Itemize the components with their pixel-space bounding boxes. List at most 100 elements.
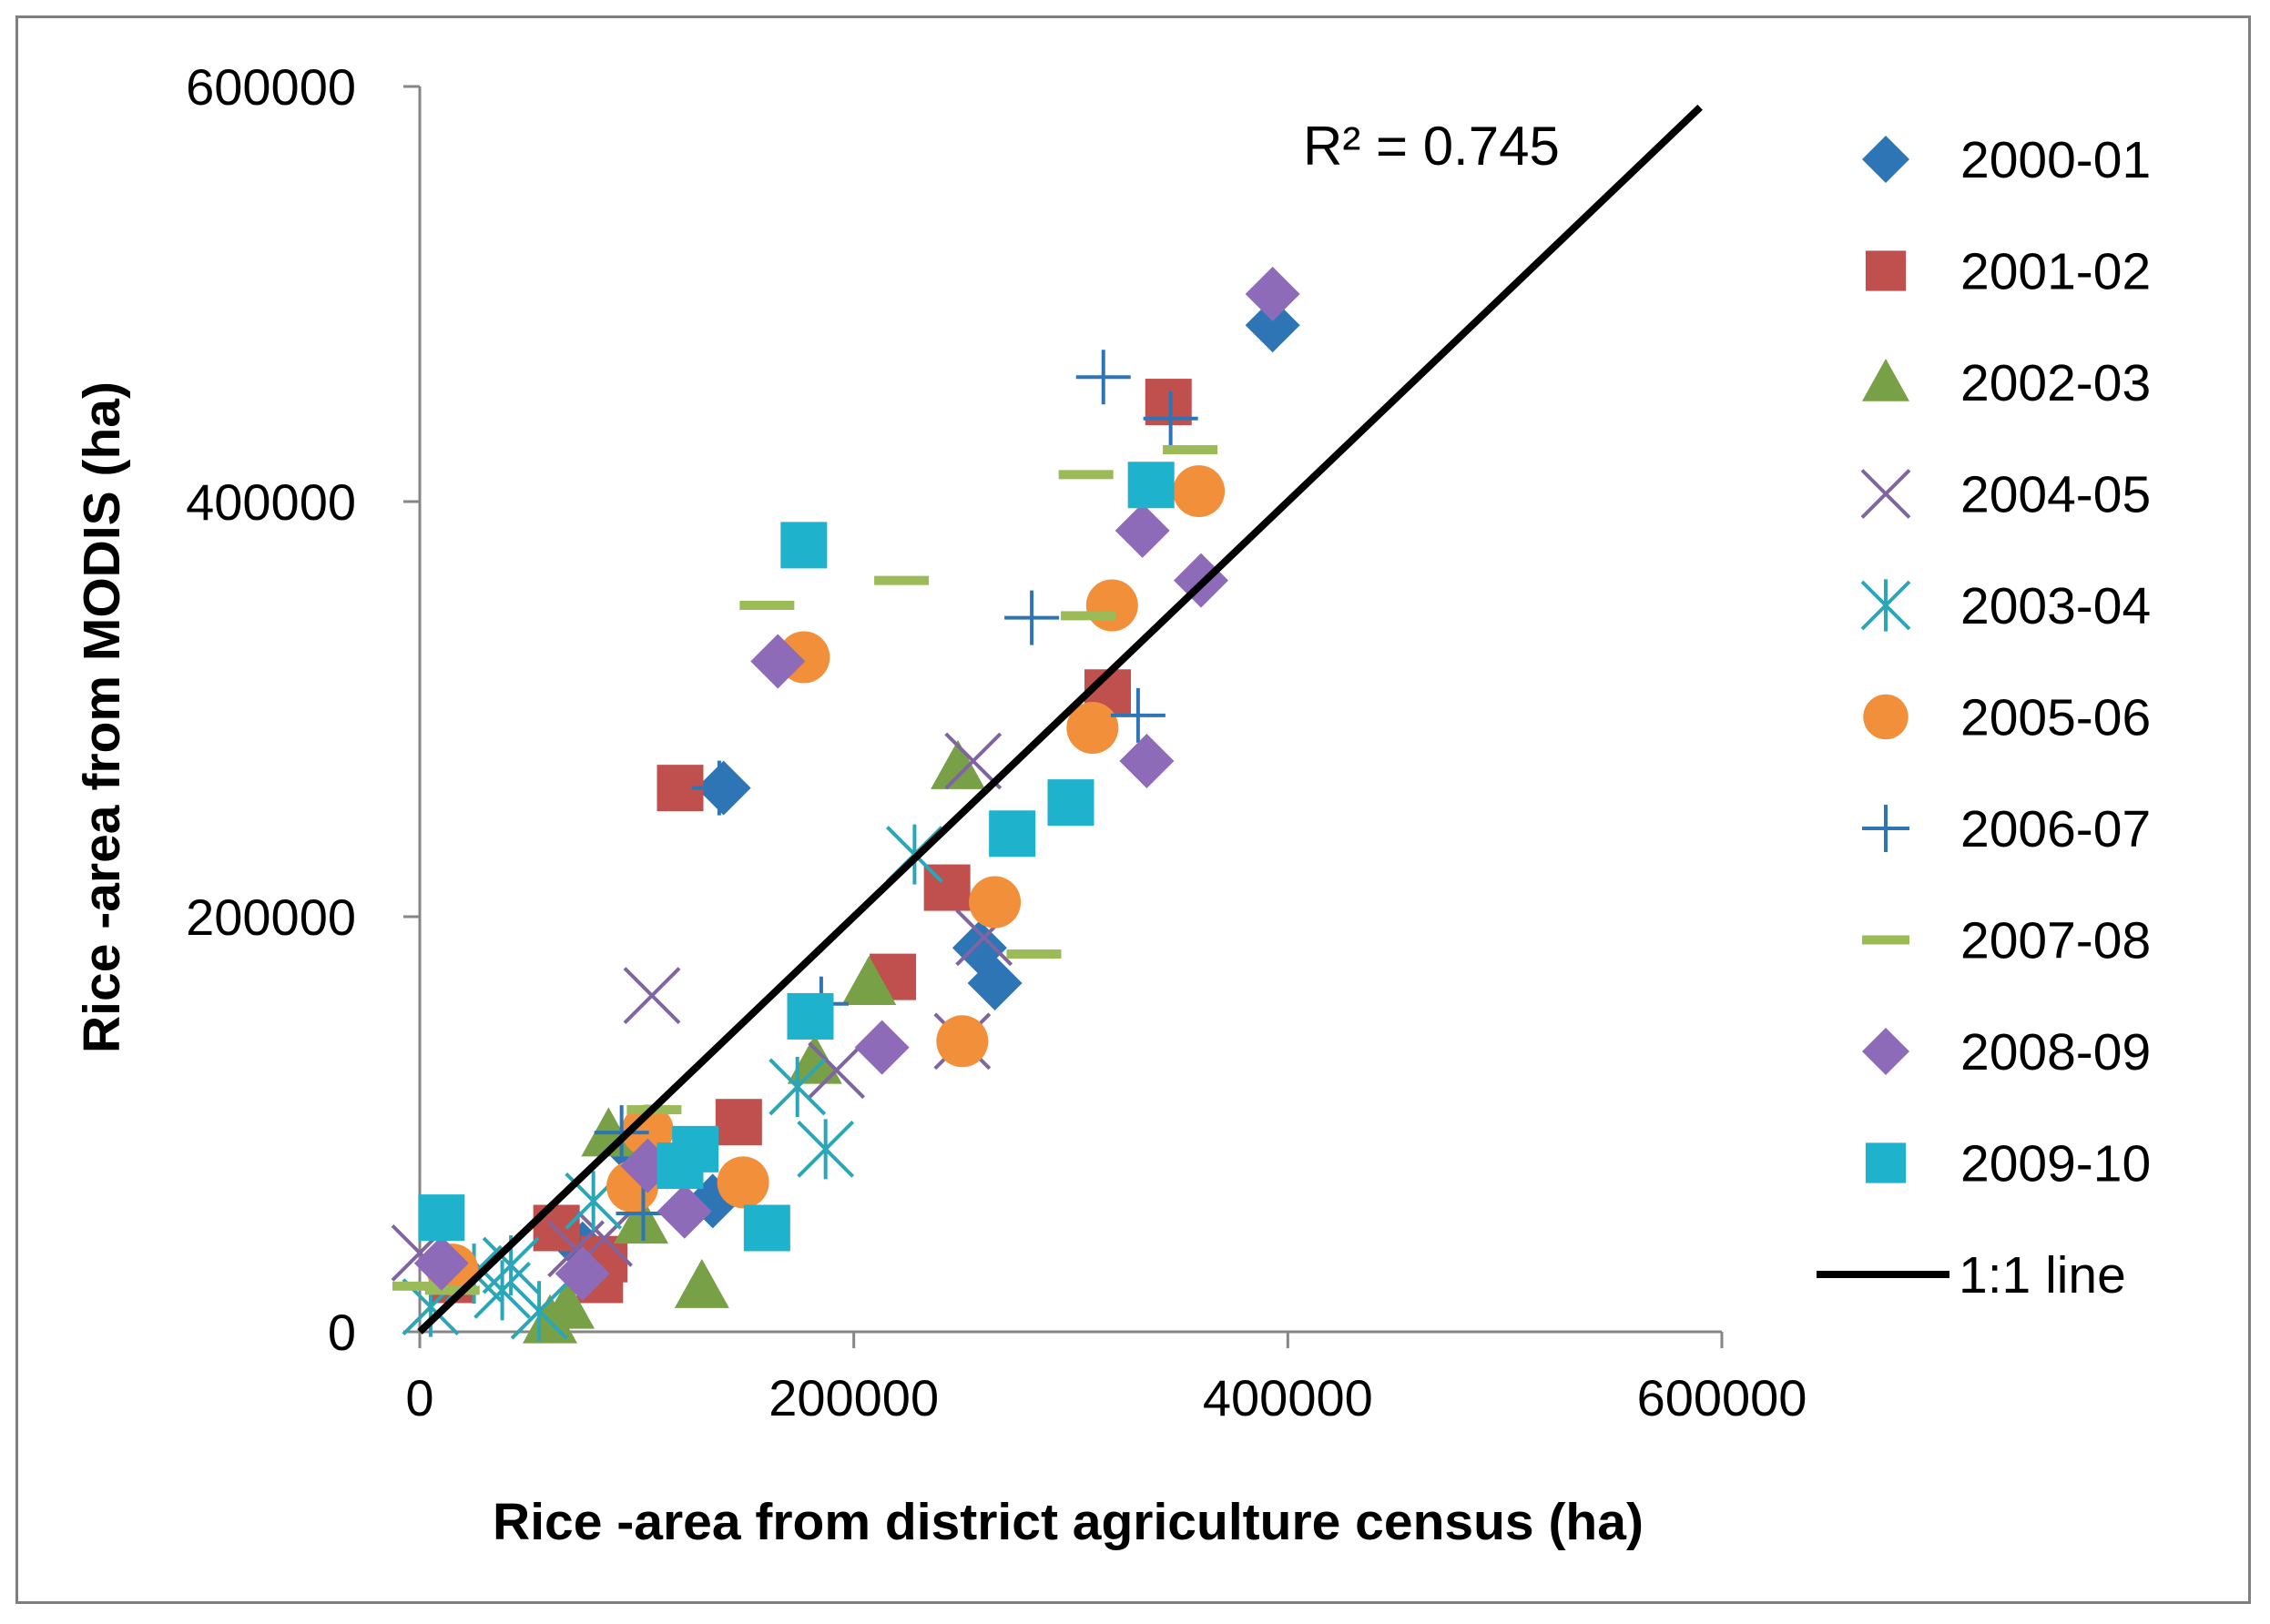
legend-label: 2000-01 — [1960, 131, 2151, 189]
chart-frame: 0 200000 400000 600000 0 200000 400000 600000 R… — [15, 15, 2251, 1604]
data-point — [691, 760, 747, 816]
legend-label: 2002-03 — [1960, 354, 2151, 412]
legend-marker — [1860, 469, 1911, 519]
data-point — [1047, 779, 1094, 827]
legend-marker — [1863, 694, 1909, 740]
data-point — [424, 1285, 480, 1295]
data-point — [623, 967, 681, 1025]
legend-label: 2003-04 — [1960, 577, 2151, 635]
data-point — [1115, 502, 1170, 558]
data-point — [1119, 734, 1175, 788]
legend-label: 2009-10 — [1960, 1135, 2151, 1193]
x-tick-label: 200000 — [769, 1369, 939, 1426]
series-2006-07 — [594, 350, 1198, 1242]
y-axis-label: Rice -area from MODIS (ha) — [73, 381, 131, 1053]
data-point — [1173, 465, 1226, 518]
legend-label: 2008-09 — [1960, 1023, 2151, 1081]
legend-item: 2008-09 — [1862, 1023, 2151, 1081]
data-point — [1245, 298, 1300, 353]
data-point — [854, 1020, 910, 1075]
data-point — [944, 732, 1003, 790]
legend-item: 2000-01 — [1862, 131, 2151, 189]
data-point — [808, 1041, 866, 1100]
legend-marker — [1862, 1028, 1909, 1075]
data-point — [657, 1183, 712, 1239]
data-point — [392, 1281, 447, 1291]
legend-label: 2004-05 — [1960, 466, 2151, 524]
legend-label: 2001-02 — [1960, 243, 2151, 301]
scatter-chart: 0 200000 400000 600000 0 200000 400000 600000 R… — [73, 58, 2151, 1551]
legend-marker — [1862, 359, 1909, 401]
y-tick-label: 600000 — [186, 58, 356, 116]
legend-marker — [1862, 136, 1909, 183]
r-squared-annotation: R² = 0.745 — [1303, 116, 1560, 177]
data-point — [1163, 445, 1218, 454]
data-point — [1066, 702, 1119, 755]
fit-line-group — [417, 104, 1703, 1335]
data-point — [657, 1142, 704, 1190]
data-point — [1006, 949, 1062, 959]
legend-marker — [1860, 579, 1911, 632]
data-point — [989, 810, 1036, 858]
data-point — [787, 992, 834, 1040]
legend-marker — [1862, 805, 1909, 852]
x-tick-label: 0 — [405, 1369, 433, 1426]
data-point — [739, 601, 795, 610]
data-point — [841, 955, 897, 1005]
legend-item: 2006-07 — [1862, 800, 2151, 858]
legend-label: 1:1 line — [1959, 1246, 2126, 1304]
legend-label: 2006-07 — [1960, 800, 2151, 858]
data-point — [523, 1294, 577, 1344]
data-point — [715, 1099, 762, 1146]
data-point — [750, 634, 806, 689]
series-2003-04 — [402, 824, 943, 1342]
data-point — [555, 1246, 610, 1302]
series-2009-10 — [418, 462, 1175, 1252]
legend: 2000-01 2001-02 2002-03 2004-05 2003-04 2005-… — [1817, 131, 2151, 1304]
data-point — [418, 1194, 465, 1242]
data-point — [787, 1034, 842, 1084]
data-point — [743, 1204, 790, 1252]
data-point — [874, 575, 930, 585]
legend-item: 2007-08 — [1862, 912, 2151, 970]
y-tick-label: 400000 — [186, 473, 356, 531]
data-point — [510, 1281, 568, 1342]
one-to-one-line — [417, 104, 1703, 1335]
data-point — [1143, 391, 1198, 446]
data-point — [797, 1119, 855, 1180]
data-point — [969, 876, 1022, 929]
x-tick-label: 400000 — [1203, 1369, 1373, 1426]
legend-marker — [1862, 935, 1909, 945]
legend-item: 2005-06 — [1863, 689, 2151, 747]
legend-item: 2004-05 — [1860, 466, 2151, 524]
legend-item: 2003-04 — [1860, 577, 2151, 635]
data-point — [1058, 470, 1114, 480]
y-tick-label: 0 — [328, 1304, 356, 1361]
y-tick-label: 200000 — [186, 888, 356, 946]
x-tick-label: 600000 — [1637, 1369, 1807, 1426]
chart-labels: R² = 0.745 Rice -area from district agri… — [73, 116, 1644, 1551]
axes-group: 0 200000 400000 600000 0 200000 400000 600000 — [186, 58, 1807, 1426]
legend-item: 2002-03 — [1862, 354, 2151, 412]
legend-marker — [1865, 1142, 1907, 1183]
data-point — [780, 522, 828, 569]
data-point — [674, 1258, 729, 1308]
series-2002-03 — [523, 739, 986, 1344]
data-point — [1110, 687, 1166, 743]
legend-item: 1:1 line — [1817, 1246, 2126, 1304]
legend-label: 2007-08 — [1960, 912, 2151, 970]
legend-item: 2009-10 — [1865, 1135, 2151, 1193]
legend-marker — [1865, 250, 1907, 291]
data-point — [1085, 579, 1138, 632]
data-point — [1004, 590, 1060, 645]
legend-item: 2001-02 — [1865, 243, 2151, 301]
data-point — [614, 1194, 669, 1244]
data-point — [717, 1156, 769, 1209]
x-axis-label: Rice -area from district agriculture cen… — [493, 1493, 1644, 1551]
data-point — [1061, 611, 1116, 621]
legend-label: 2005-06 — [1960, 689, 2151, 747]
data-marks — [391, 267, 1300, 1344]
data-point — [1127, 462, 1175, 509]
data-point — [594, 1105, 649, 1161]
data-point — [1245, 267, 1300, 321]
